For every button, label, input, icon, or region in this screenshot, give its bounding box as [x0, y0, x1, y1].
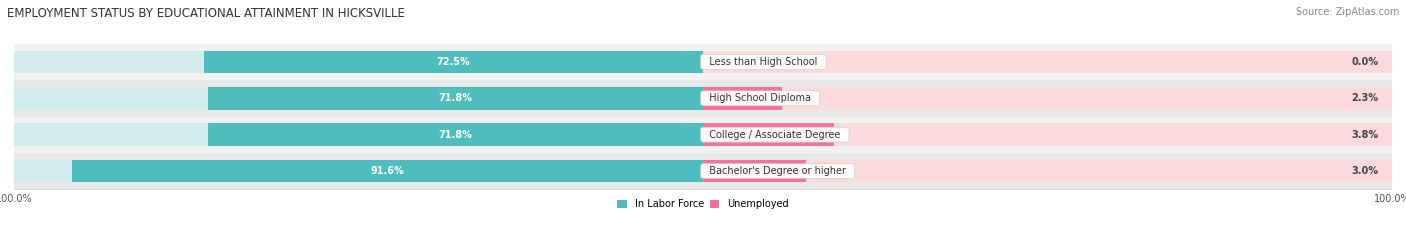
Bar	[208, 123, 703, 146]
Bar	[72, 160, 703, 182]
Text: 3.8%: 3.8%	[1351, 130, 1378, 140]
Text: Bachelor's Degree or higher: Bachelor's Degree or higher	[703, 166, 852, 176]
Bar	[14, 160, 703, 182]
Legend: In Labor Force, Unemployed: In Labor Force, Unemployed	[613, 195, 793, 213]
Text: High School Diploma: High School Diploma	[703, 93, 817, 103]
Text: 2.3%: 2.3%	[1351, 93, 1378, 103]
Text: 3.0%: 3.0%	[1351, 166, 1378, 176]
Bar	[14, 44, 1392, 80]
Bar	[14, 87, 703, 110]
Text: 91.6%: 91.6%	[371, 166, 405, 176]
Text: 71.8%: 71.8%	[439, 93, 472, 103]
Text: 71.8%: 71.8%	[439, 130, 472, 140]
Bar	[14, 123, 703, 146]
Text: EMPLOYMENT STATUS BY EDUCATIONAL ATTAINMENT IN HICKSVILLE: EMPLOYMENT STATUS BY EDUCATIONAL ATTAINM…	[7, 7, 405, 20]
Bar	[208, 87, 703, 110]
Text: Less than High School: Less than High School	[703, 57, 824, 67]
Bar	[14, 153, 1392, 189]
Bar	[703, 51, 1392, 73]
Bar	[14, 51, 703, 73]
Bar	[14, 80, 1392, 116]
Bar	[703, 160, 1392, 182]
Bar	[703, 123, 1392, 146]
Bar	[14, 116, 1392, 153]
Bar	[703, 123, 834, 146]
Text: Source: ZipAtlas.com: Source: ZipAtlas.com	[1295, 7, 1399, 17]
Text: 72.5%: 72.5%	[436, 57, 470, 67]
Bar	[703, 87, 1392, 110]
Bar	[703, 160, 807, 182]
Text: 0.0%: 0.0%	[1351, 57, 1378, 67]
Bar	[204, 51, 703, 73]
Text: College / Associate Degree: College / Associate Degree	[703, 130, 846, 140]
Bar	[703, 87, 782, 110]
